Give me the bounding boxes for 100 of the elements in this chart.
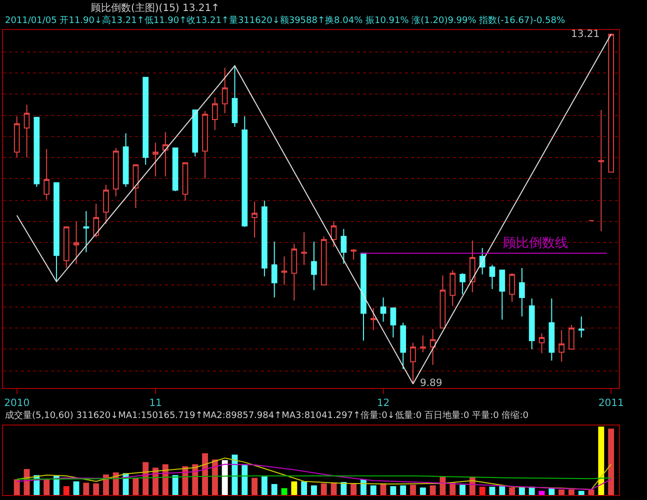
bar [410, 484, 416, 495]
candlestick [172, 147, 178, 192]
candlestick [54, 182, 60, 282]
chart-title: 成交量(5,10,60) 311620↓MA1:150165.719↑MA2:89857.984↑MA3:81041.297↑倍量:0↓低量:0 百日地量:0 平量:0 倍缩:0 [5, 410, 529, 421]
candlestick [538, 332, 545, 354]
candlestick [470, 240, 476, 293]
candlestick [271, 241, 278, 298]
candlestick [330, 221, 337, 248]
candlestick [301, 232, 307, 266]
bar [63, 486, 70, 495]
bar [112, 472, 119, 495]
bar [578, 490, 584, 495]
chart-subtitle: 2011/01/05 开11.90↓高13.21↑低11.90↑收13.21↑量311620↓额39588↑换8.04% 振10.91% 涨(1.20)9.99% 指数(-16.67)-0.58% [5, 15, 566, 26]
bar [558, 490, 565, 495]
bar [489, 486, 496, 495]
bar [430, 485, 436, 495]
bar [538, 490, 545, 495]
candlestick [222, 67, 228, 114]
bar [44, 479, 50, 495]
annotation: 9.89 [420, 378, 442, 389]
candlestick [528, 298, 535, 350]
bar [598, 426, 604, 495]
bar [370, 485, 376, 495]
candlestick [390, 308, 396, 338]
candlestick [360, 252, 366, 342]
candlestick [291, 243, 298, 302]
candlestick [568, 324, 574, 350]
annotation: 13.21 [571, 29, 600, 40]
candlestick [350, 248, 357, 260]
bar [330, 482, 337, 495]
bar [212, 459, 218, 495]
bar [518, 486, 525, 495]
x-tick-label: 11 [149, 398, 162, 410]
bar [202, 453, 208, 495]
candlestick [578, 316, 584, 338]
bar [252, 478, 258, 495]
bar [320, 483, 327, 495]
candlestick [192, 110, 198, 157]
ref-line-label: 顾比倒数线 [503, 236, 568, 251]
x-tick-label: 2010 [4, 398, 30, 410]
bar [380, 483, 386, 495]
bar [281, 488, 288, 495]
bar [271, 484, 278, 495]
bar [390, 486, 396, 495]
bar [172, 475, 178, 495]
candlestick [103, 184, 109, 224]
candlestick [281, 256, 288, 286]
candlestick [558, 330, 564, 362]
bar [93, 483, 100, 495]
bar [568, 490, 574, 495]
candlestick [232, 65, 238, 128]
candlestick [380, 296, 386, 322]
candlestick [24, 104, 30, 158]
candlestick [63, 226, 70, 268]
bar [301, 481, 308, 495]
candlestick [182, 162, 188, 202]
candlestick [202, 110, 208, 179]
candlestick [400, 322, 406, 370]
candlestick [132, 164, 139, 208]
candlestick [320, 236, 327, 286]
bar [499, 486, 506, 495]
bar [311, 485, 317, 495]
bar [460, 484, 466, 495]
bar [54, 476, 60, 495]
candlestick [212, 96, 218, 131]
bar [132, 478, 139, 495]
bar [222, 460, 228, 495]
candlestick [112, 147, 119, 197]
candlestick [608, 34, 614, 173]
bar [400, 485, 406, 495]
bar [83, 482, 90, 495]
candlestick [548, 298, 555, 362]
chart-title: 顾比倒数(主图)(15) 13.21↑ [91, 2, 220, 14]
candlestick [370, 308, 376, 331]
candlestick [242, 116, 248, 228]
candlestick [252, 201, 258, 238]
candlestick [44, 148, 50, 200]
candlestick [262, 200, 268, 277]
bar [103, 474, 109, 495]
candlestick [142, 76, 149, 166]
candlestick [14, 116, 20, 158]
candlestick [499, 270, 506, 320]
bar [360, 479, 366, 495]
bar [152, 468, 158, 495]
candlestick [162, 132, 168, 177]
candlestick [489, 264, 496, 290]
candlestick [450, 270, 456, 306]
bar [242, 464, 248, 495]
candlestick [122, 132, 129, 188]
candlestick [152, 142, 158, 177]
candlestick [420, 334, 426, 353]
candlestick [519, 268, 525, 317]
x-tick-label: 12 [376, 398, 390, 410]
bar [14, 479, 20, 495]
bar [608, 428, 614, 495]
candlestick [410, 342, 416, 384]
bar [509, 487, 516, 495]
candlestick [598, 110, 604, 232]
candlestick [73, 221, 80, 264]
candlestick [460, 272, 466, 295]
